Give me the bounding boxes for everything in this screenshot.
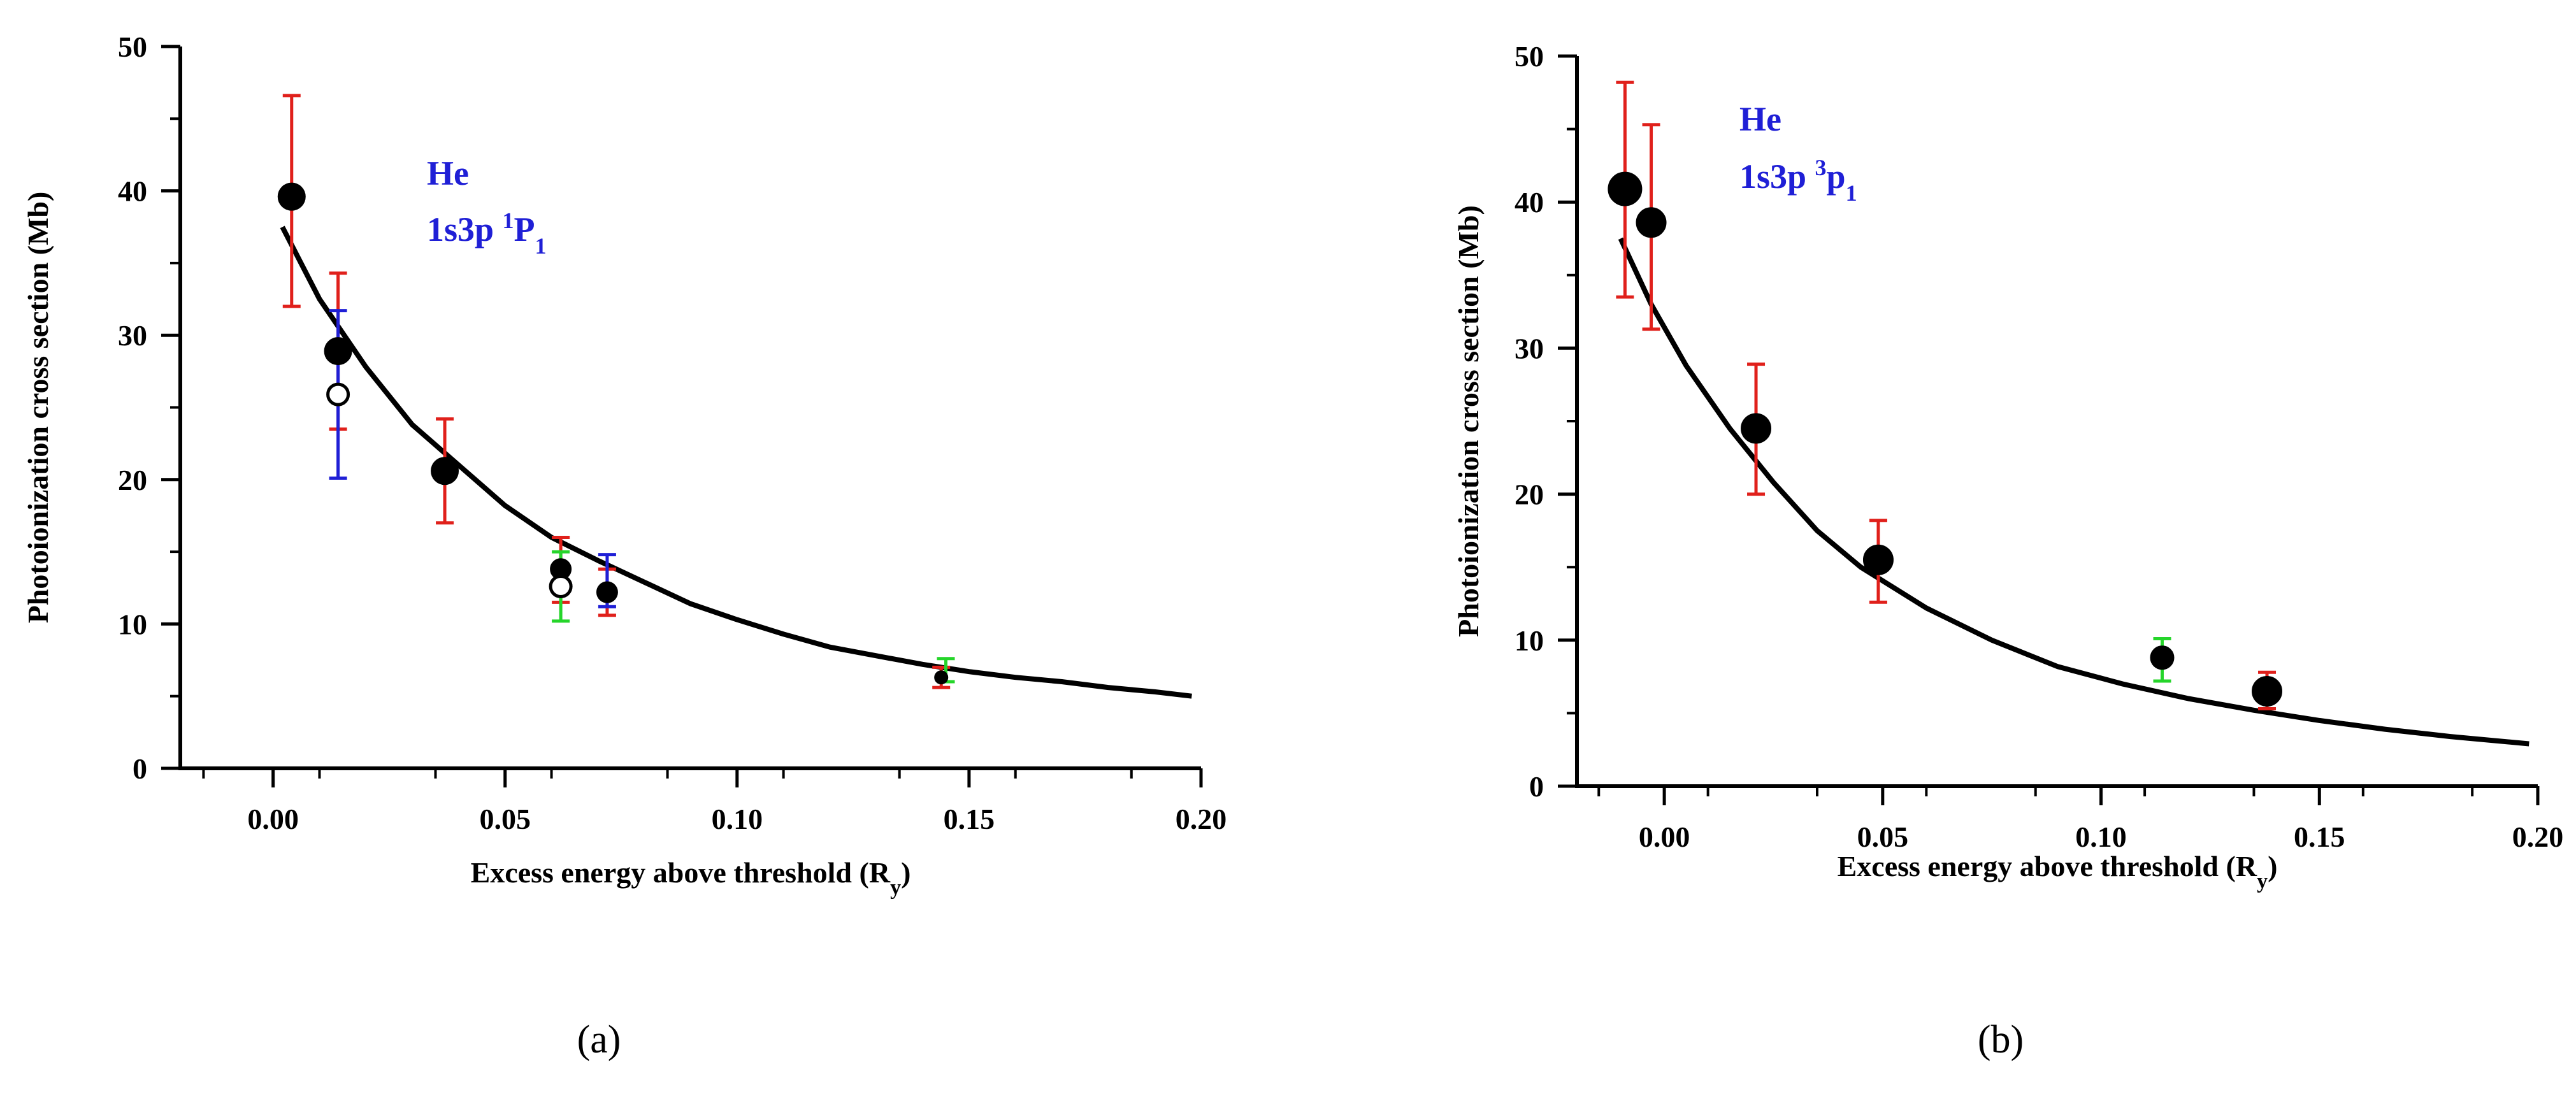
x-tick-label-a: 0.10 (712, 803, 763, 835)
panel-label-b: (b) (1978, 1018, 2024, 1061)
data-point-filled-a (934, 670, 949, 685)
y-tick-label-a: 0 (133, 752, 147, 785)
y-tick-label-a: 30 (118, 319, 147, 352)
data-point-filled-a (324, 337, 352, 366)
x-tick-label-a: 0.15 (944, 803, 995, 835)
y-tick-label-b: 50 (1515, 40, 1544, 73)
data-point-filled-a (596, 581, 618, 603)
data-point-filled-b (1608, 171, 1643, 206)
annotation-term-b: 1s3p 3p1 (1739, 155, 1857, 206)
annotation-element-b: He (1739, 100, 1781, 138)
data-point-filled-b (1741, 413, 1772, 444)
y-tick-label-b: 10 (1515, 624, 1544, 657)
y-tick-label-a: 50 (118, 31, 147, 63)
x-tick-label-a: 0.20 (1176, 803, 1227, 835)
y-tick-label-a: 20 (118, 464, 147, 496)
data-point-filled-a (431, 457, 459, 485)
annotation-term-a: 1s3p 1P1 (427, 208, 547, 259)
x-tick-label-b: 0.10 (2075, 821, 2127, 853)
data-point-filled-a (277, 182, 306, 211)
y-tick-label-b: 0 (1529, 770, 1544, 803)
y-tick-label-b: 20 (1515, 478, 1544, 511)
x-tick-label-b: 0.20 (2512, 821, 2564, 853)
annotation-element-a: He (427, 154, 469, 192)
y-tick-label-b: 30 (1515, 332, 1544, 364)
y-tick-label-a: 40 (118, 175, 147, 208)
data-point-open-a (326, 382, 350, 406)
x-tick-label-b: 0.00 (1639, 821, 1690, 853)
x-tick-label-b: 0.05 (1857, 821, 1909, 853)
chart-panel-b: 0.00 0.05 0.10 0.15 0.20 0 10 20 30 40 50 Excess en… (1452, 40, 2563, 1061)
x-axis-title-b: Excess energy above threshold (Ry) (1838, 850, 2278, 893)
y-tick-label-a: 10 (118, 608, 147, 640)
theory-curve-a (280, 226, 1192, 699)
data-point-filled-b (2252, 676, 2283, 707)
theory-curve-b (1618, 237, 2529, 747)
data-point-filled-b (2150, 645, 2175, 670)
panel-label-a: (a) (577, 1018, 621, 1061)
y-axis-title-b: Photoionization cross section (Mb) (1452, 205, 1485, 637)
data-point-filled-b (1636, 207, 1667, 238)
y-axis-title-a: Photoionization cross section (Mb) (22, 192, 54, 624)
x-tick-label-a: 0.05 (479, 803, 531, 835)
y-tick-label-b: 40 (1515, 186, 1544, 219)
x-tick-label-b: 0.15 (2294, 821, 2345, 853)
data-point-open-a (549, 574, 573, 598)
chart-panel-a: 0.00 0.05 0.10 0.15 0.20 0 10 20 30 40 50 Excess en… (22, 31, 1227, 1061)
x-tick-label-a: 0.00 (247, 803, 299, 835)
data-point-filled-b (1862, 544, 1894, 575)
x-axis-title-a: Excess energy above threshold (Ry) (471, 856, 911, 900)
